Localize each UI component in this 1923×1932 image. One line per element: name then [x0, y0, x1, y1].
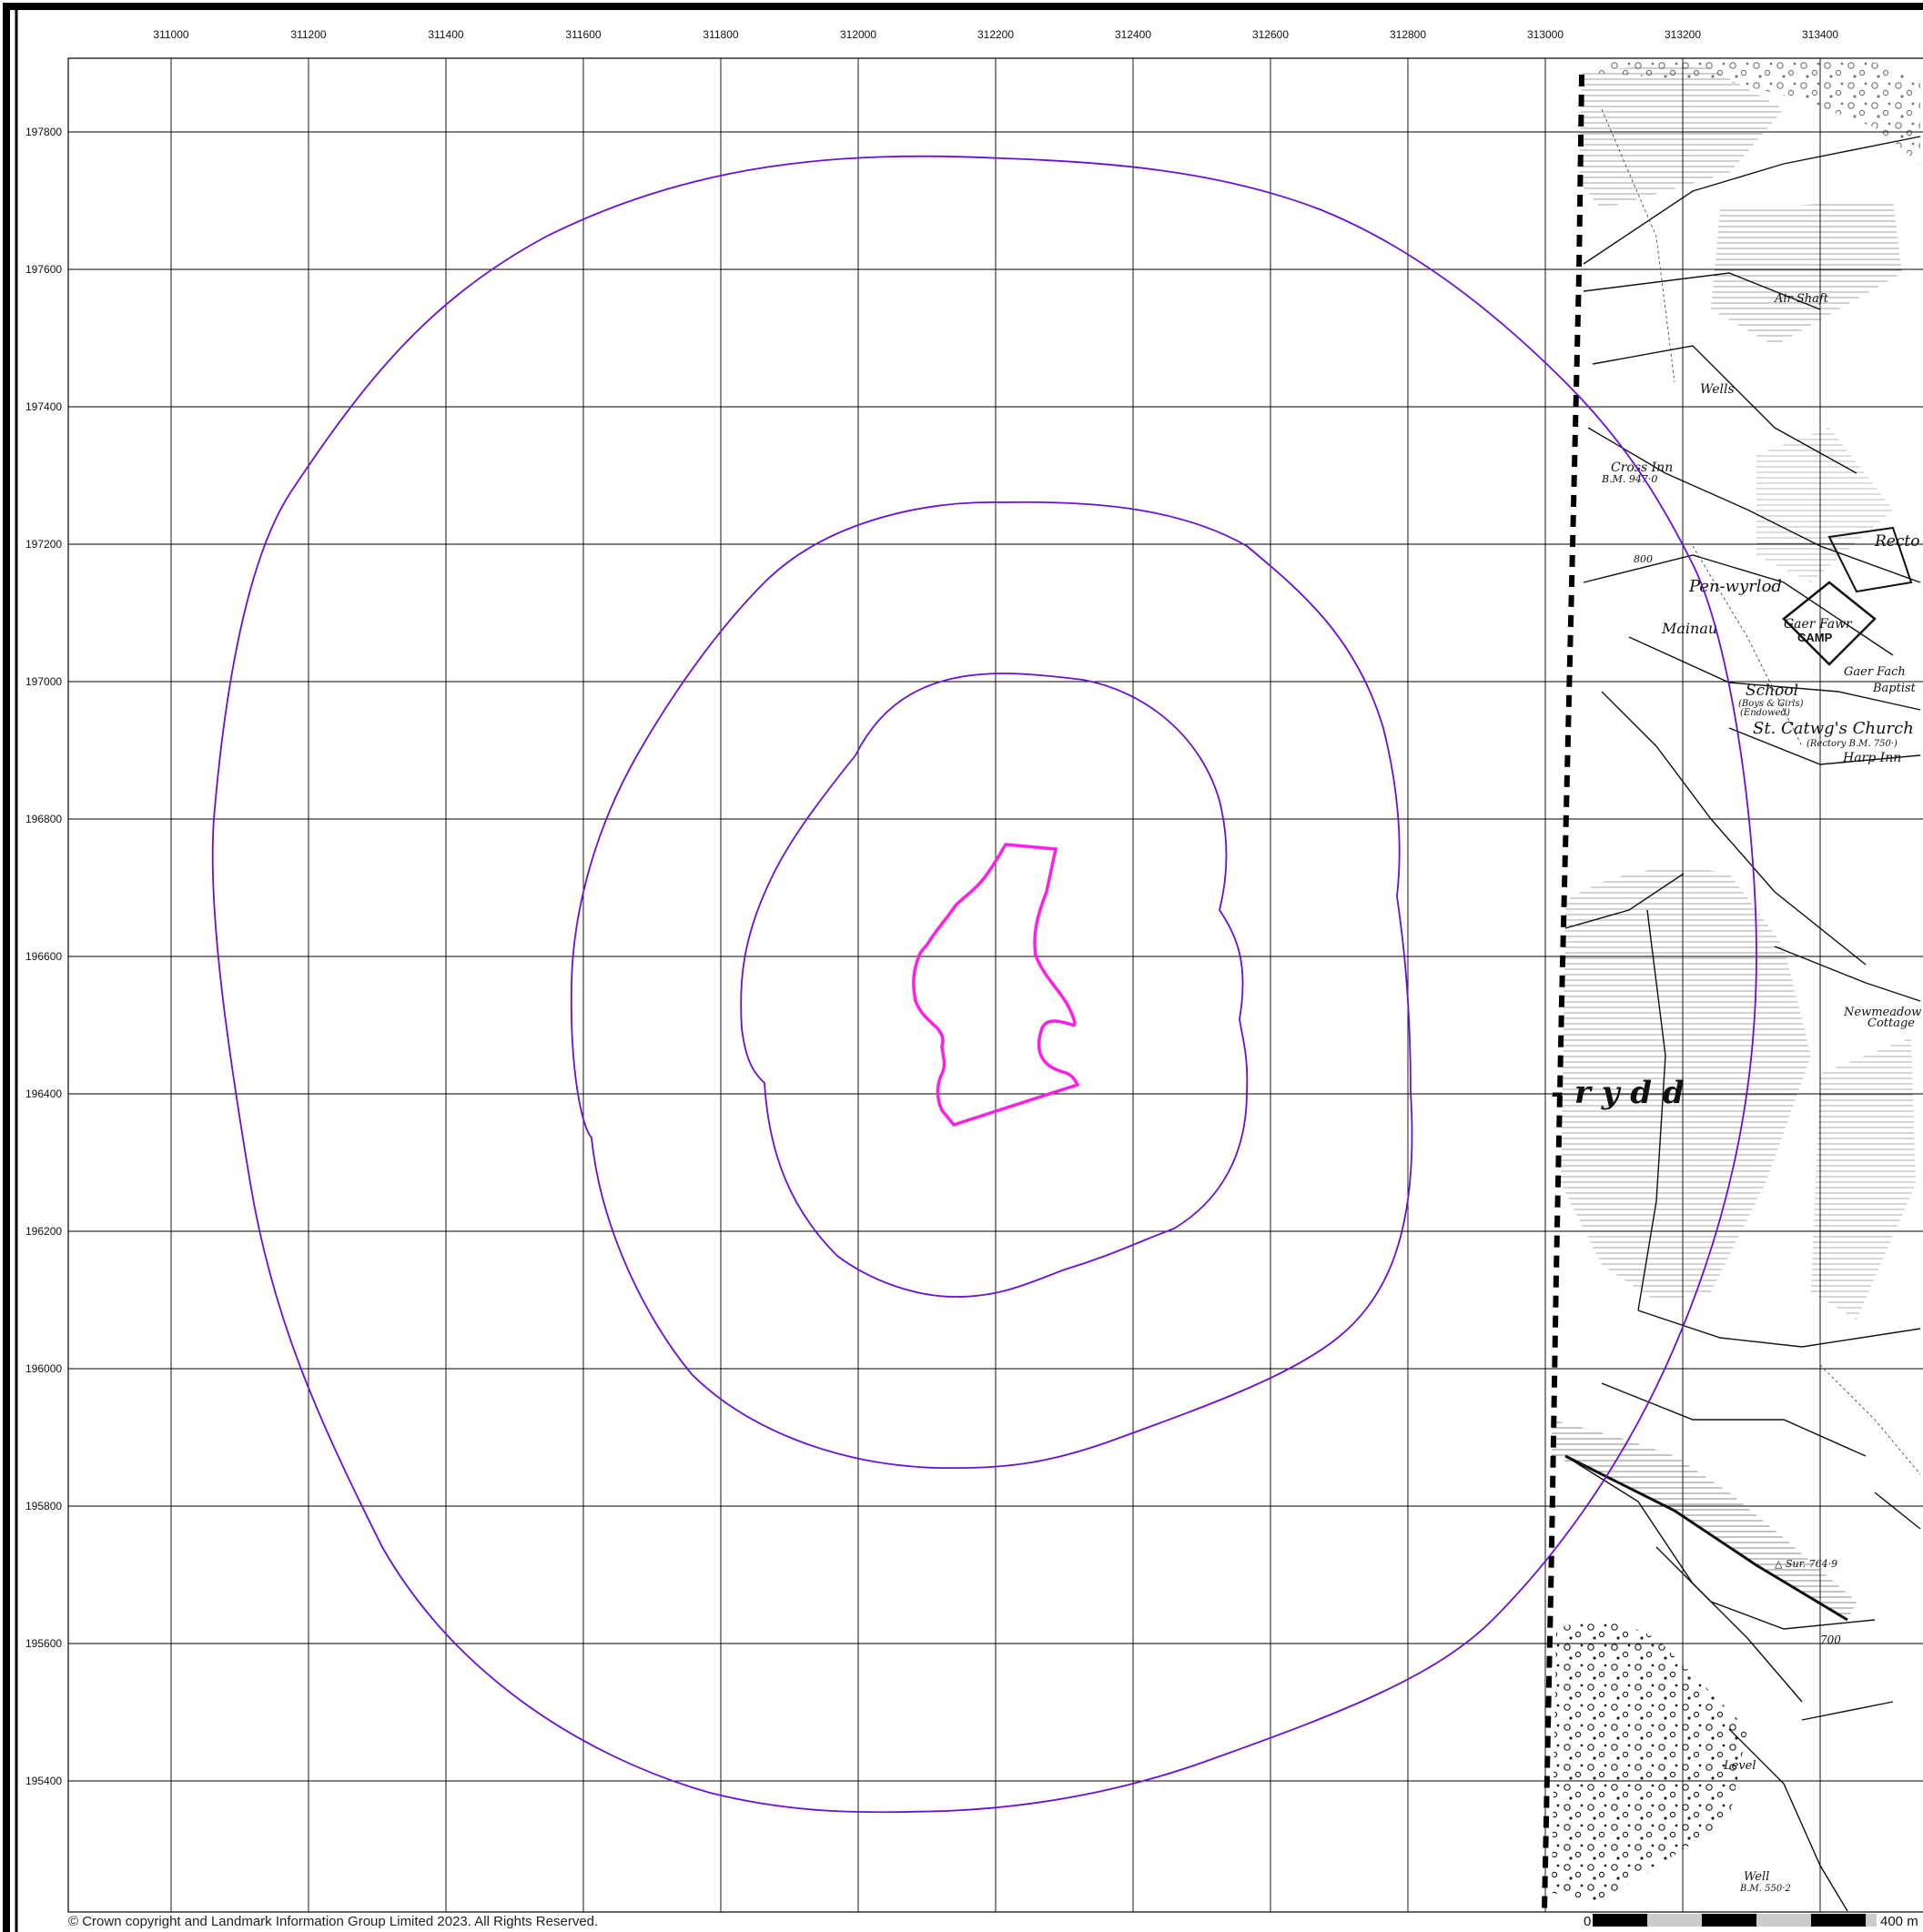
label-bm-800: 800 [1634, 553, 1653, 565]
label-camp: CAMP [1797, 631, 1833, 644]
easting-labels: 311000 311200 311400 311600 311800 312000 3122… [153, 28, 1838, 41]
easting-tick-label: 312600 [1252, 28, 1289, 41]
easting-tick-label: 313000 [1527, 28, 1564, 41]
label-cross-inn: Cross Inn [1611, 460, 1673, 475]
easting-tick-label: 311400 [428, 28, 463, 41]
label-mainau: Mainau [1661, 620, 1717, 637]
label-pen-wyrlod: Pen-wyrlod [1688, 577, 1782, 596]
label-cottage: Cottage [1867, 1017, 1915, 1030]
easting-tick-label: 311600 [565, 28, 601, 41]
sheet-border [3, 3, 1923, 1932]
label-rectory-bm: (Rectory B.M. 750·) [1807, 739, 1898, 749]
site-boundary [912, 843, 1080, 1128]
northing-tick-label: 196800 [25, 813, 62, 825]
label-st-catwgs: St. Catwg's Church [1753, 719, 1914, 738]
label-gaer-fach: Gaer Fach [1844, 665, 1906, 679]
northing-tick-label: 195600 [25, 1637, 62, 1650]
scale-bar-start: 0 [1584, 1914, 1591, 1929]
label-gaer-fawr: Gaer Fawr [1784, 617, 1853, 632]
label-sur: △ Sur. 764·9 [1775, 1558, 1837, 1570]
county-boundary [1542, 74, 1584, 1912]
northing-tick-label: 196600 [25, 950, 62, 963]
label-bm-1: B.M. 947·0 [1601, 473, 1657, 485]
easting-tick-label: 311000 [153, 28, 188, 41]
northing-tick-label: 197200 [25, 538, 62, 551]
northing-tick-label: 197800 [25, 126, 62, 138]
label-rydd: - r y d d [1551, 1075, 1685, 1111]
label-wells: Wells [1700, 382, 1735, 397]
label-school: School [1746, 682, 1798, 700]
easting-tick-label: 313400 [1802, 28, 1838, 41]
label-newmeadow: Newmeadow [1843, 1006, 1921, 1019]
easting-tick-label: 313200 [1665, 28, 1701, 41]
northing-tick-label: 197000 [25, 675, 62, 688]
buffer-ring-outer [211, 155, 1757, 1814]
label-level: Level [1723, 1759, 1756, 1773]
label-school-sub: (Boys & Girls) [1738, 699, 1804, 709]
label-harp-inn: Harp Inn [1842, 751, 1901, 765]
easting-tick-label: 312400 [1115, 28, 1151, 41]
label-bm-550: B.M. 550·2 [1739, 1884, 1791, 1894]
copyright-notice: © Crown copyright and Landmark Informati… [68, 1914, 598, 1929]
northing-tick-label: 196000 [25, 1362, 62, 1375]
northing-tick-label: 196200 [25, 1225, 62, 1238]
scale-bar: 0 400 m [1584, 1914, 1918, 1929]
northing-labels: 197800 197600 197400 197200 197000 196800 1966… [25, 126, 62, 1787]
easting-tick-label: 312000 [840, 28, 876, 41]
easting-tick-label: 311800 [703, 28, 738, 41]
easting-tick-label: 312800 [1390, 28, 1426, 41]
map-frame [67, 57, 1923, 1913]
label-bm-700: 700 [1820, 1634, 1841, 1646]
coordinate-grid [68, 58, 1923, 1912]
label-baptist: Baptist [1872, 682, 1917, 695]
northing-tick-label: 197600 [25, 263, 62, 276]
northing-tick-label: 196400 [25, 1087, 62, 1100]
scale-bar-end: 400 m [1880, 1914, 1918, 1929]
label-well: Well [1744, 1870, 1769, 1884]
easting-tick-label: 312200 [977, 28, 1014, 41]
northing-tick-label: 197400 [25, 400, 62, 413]
label-school-sub2: (Endowed) [1740, 708, 1790, 718]
easting-tick-label: 311200 [290, 28, 326, 41]
label-rector: Recto [1874, 532, 1919, 551]
camp-enclosure [1782, 581, 1877, 666]
label-air-shaft: Air Shaft [1774, 292, 1829, 306]
historic-os-map: Air Shaft Wells Cross Inn B.M. 947·0 800… [1547, 58, 1923, 1911]
northing-tick-label: 195800 [25, 1500, 62, 1512]
buffer-ring-middle [570, 501, 1413, 1470]
buffer-ring-inner [740, 673, 1249, 1298]
northing-tick-label: 195400 [25, 1775, 62, 1787]
